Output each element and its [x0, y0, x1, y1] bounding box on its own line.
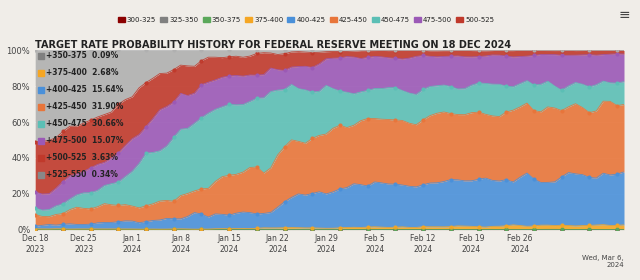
- Text: Wed, Mar 6,
2024: Wed, Mar 6, 2024: [582, 255, 624, 268]
- Text: +375-400  2.68%: +375-400 2.68%: [45, 68, 118, 77]
- Text: +500-525  3.63%: +500-525 3.63%: [45, 153, 118, 162]
- Text: +350-375  0.09%: +350-375 0.09%: [45, 51, 118, 60]
- Text: +525-550  0.34%: +525-550 0.34%: [45, 171, 118, 179]
- Text: +425-450  31.90%: +425-450 31.90%: [45, 102, 123, 111]
- Legend: 300-325, 325-350, 350-375, 375-400, 400-425, 425-450, 450-475, 475-500, 500-525: 300-325, 325-350, 350-375, 375-400, 400-…: [115, 15, 497, 26]
- Text: +450-475  30.66%: +450-475 30.66%: [45, 119, 123, 128]
- Text: ≡: ≡: [619, 8, 630, 22]
- Text: TARGET RATE PROBABILITY HISTORY FOR FEDERAL RESERVE MEETING ON 18 DEC 2024: TARGET RATE PROBABILITY HISTORY FOR FEDE…: [35, 40, 511, 50]
- Text: +475-500  15.07%: +475-500 15.07%: [45, 136, 123, 145]
- Text: +400-425  15.64%: +400-425 15.64%: [45, 85, 123, 94]
